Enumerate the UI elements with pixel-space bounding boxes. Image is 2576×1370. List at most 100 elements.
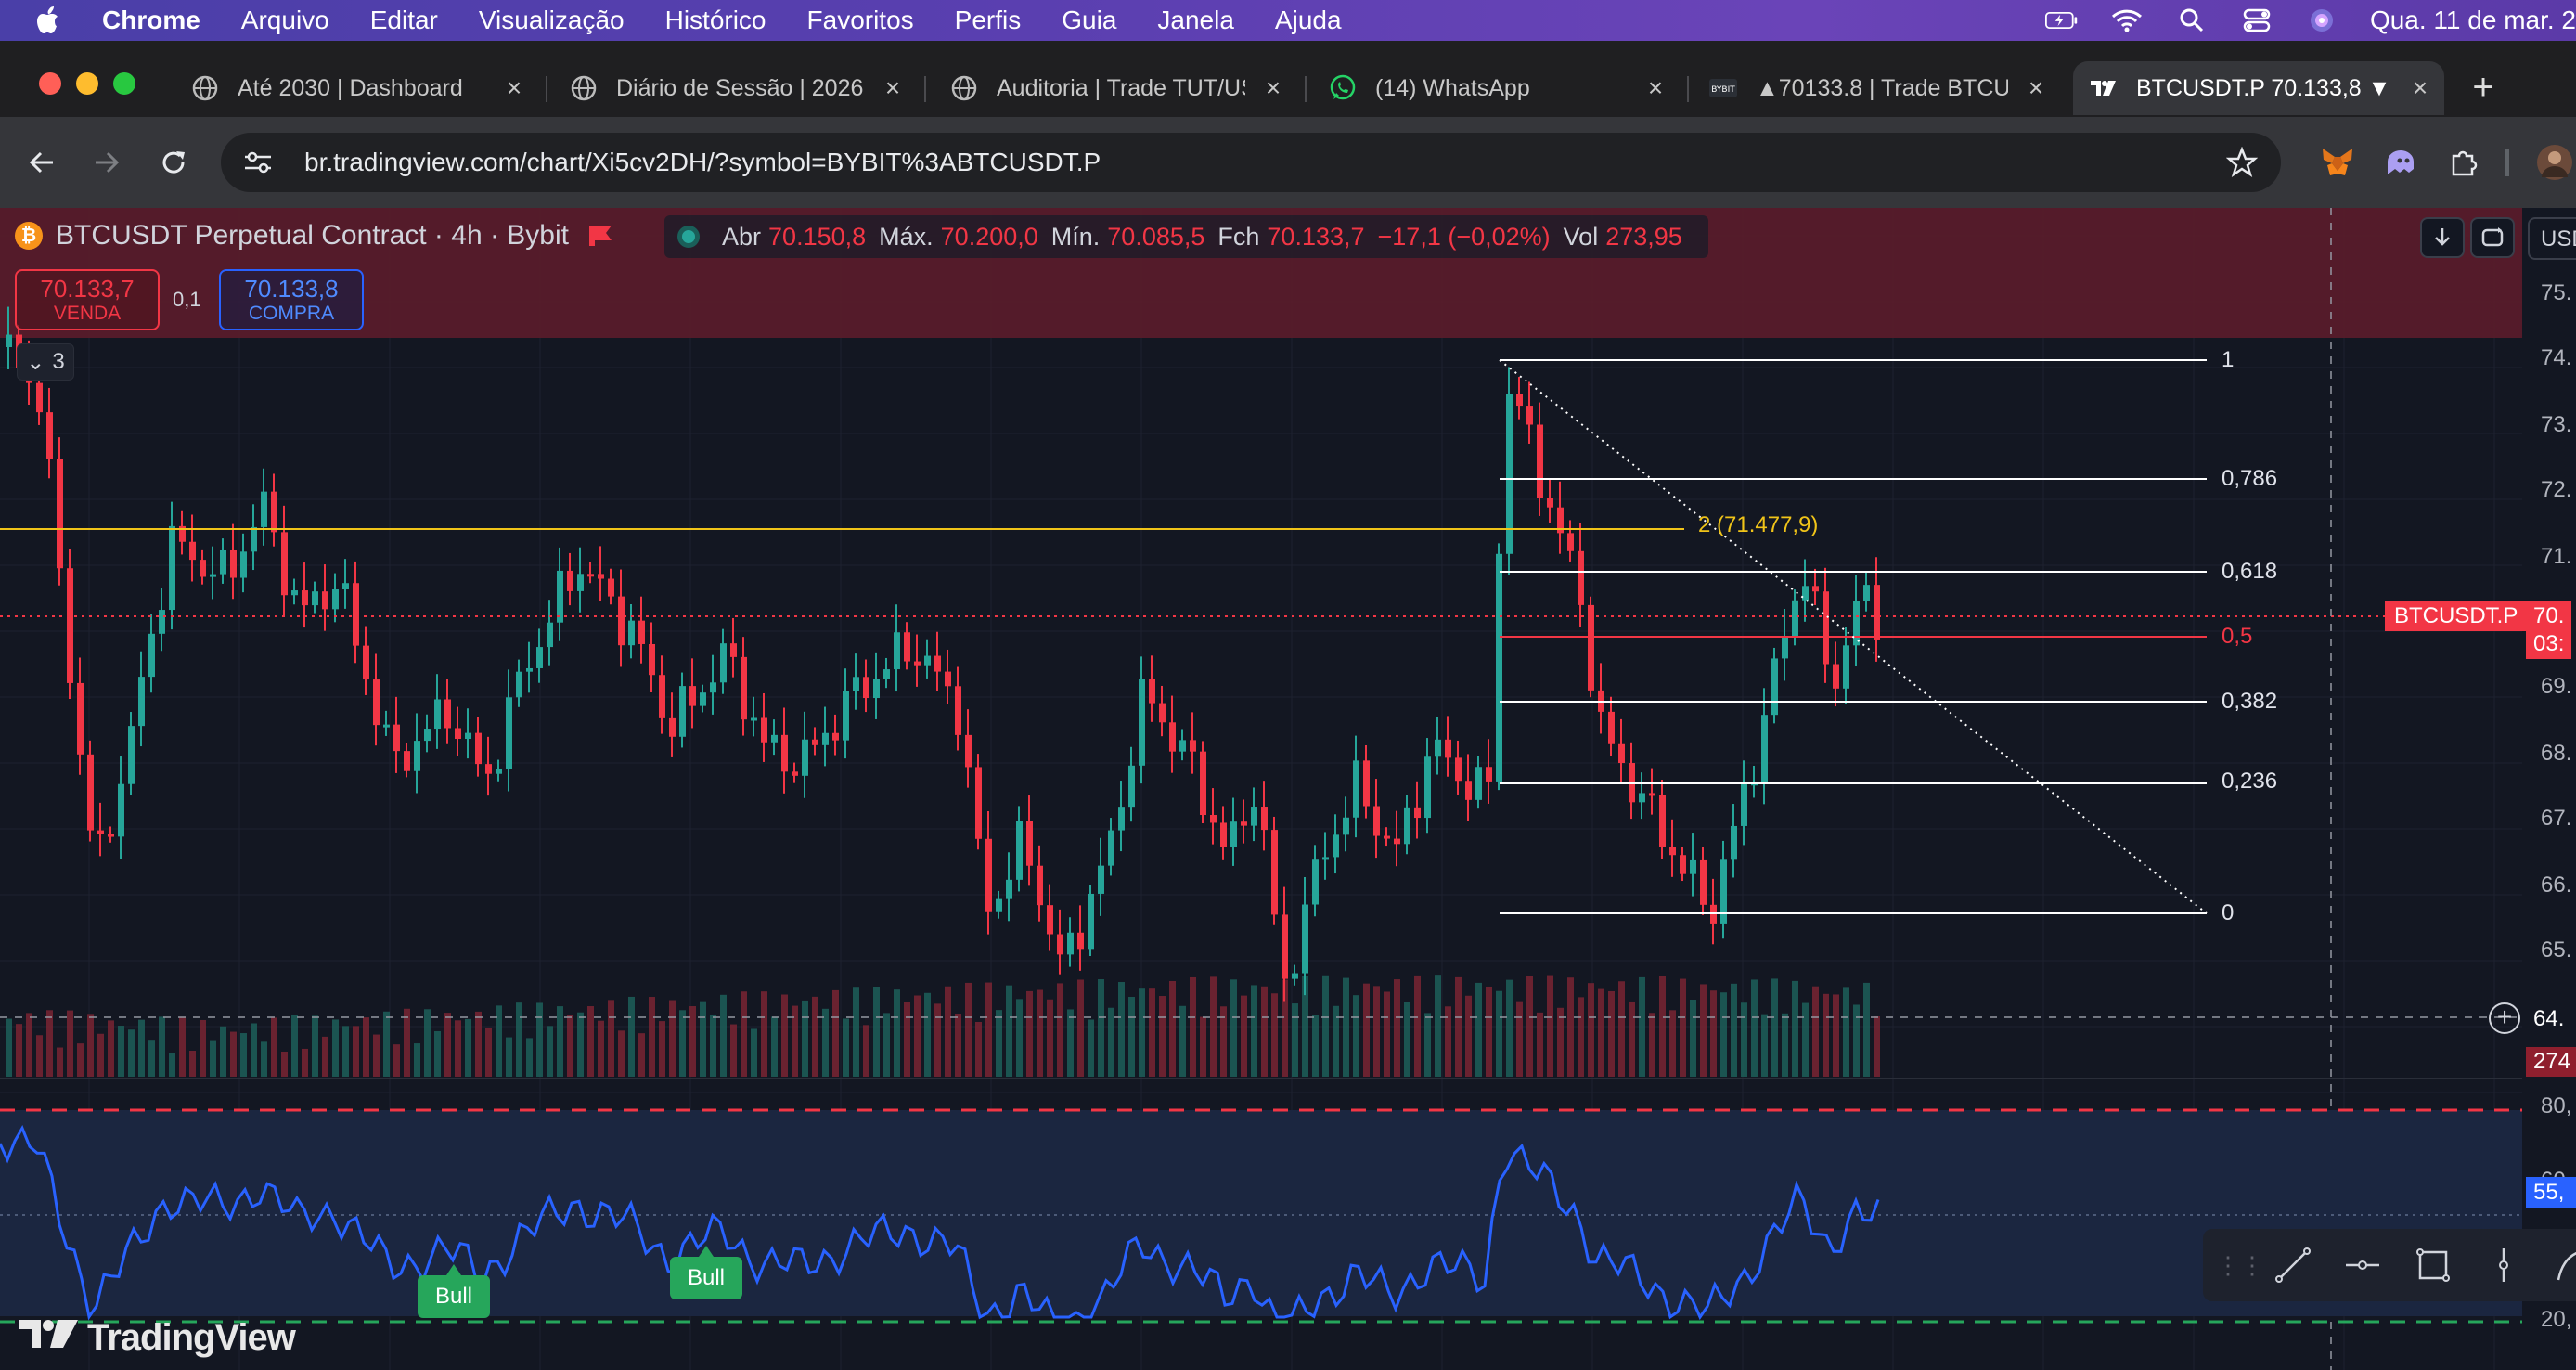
site-settings-icon[interactable] <box>239 144 277 181</box>
browser-tab[interactable]: Auditoria | Trade TUT/US × <box>950 61 1286 115</box>
curve-tool-icon[interactable] <box>2554 1245 2576 1286</box>
wifi-icon[interactable] <box>2110 7 2144 33</box>
indicators-collapse-button[interactable]: ⌄ 3 <box>17 343 74 381</box>
trend-line-tool-icon[interactable] <box>2273 1245 2312 1286</box>
volume-bar <box>1720 992 1727 1077</box>
volume-bar <box>914 995 921 1077</box>
profile-avatar[interactable] <box>2531 139 2576 186</box>
symbol-title[interactable]: BTCUSDT Perpetual Contract · 4h · Bybit <box>56 220 569 251</box>
sync-button[interactable] <box>2470 217 2515 258</box>
forward-button[interactable] <box>84 139 130 186</box>
volume-bar <box>353 1026 359 1077</box>
tab-close-icon[interactable]: × <box>884 73 901 102</box>
download-button[interactable] <box>2420 217 2465 258</box>
tradingview-logo[interactable]: TradingView <box>17 1314 296 1361</box>
horizontal-ray-tool-icon[interactable] <box>2344 1245 2383 1286</box>
candle-body <box>312 591 318 606</box>
volume-bar <box>138 1019 145 1077</box>
reload-button[interactable] <box>150 139 197 186</box>
candle-body <box>1639 793 1645 803</box>
tab-close-icon[interactable]: × <box>506 73 522 102</box>
candle-body <box>822 732 829 745</box>
ghost-extension-icon[interactable] <box>2377 139 2424 186</box>
browser-tab[interactable]: Até 2030 | Dashboard × <box>191 61 527 115</box>
candle-body <box>1486 767 1492 782</box>
drag-handle-icon[interactable]: ⋮⋮ <box>2216 1251 2264 1279</box>
control-center-icon[interactable] <box>2240 7 2273 33</box>
market-status-icon[interactable] <box>677 226 700 248</box>
menu-arquivo[interactable]: Arquivo <box>240 6 329 34</box>
candle-body <box>1506 394 1513 554</box>
tab-close-icon[interactable]: × <box>2412 73 2428 102</box>
vertical-line-tool-icon[interactable] <box>2484 1245 2523 1286</box>
volume-bar <box>1608 990 1615 1077</box>
y-tick: 65. <box>2541 937 2572 963</box>
menu-editar[interactable]: Editar <box>369 6 438 34</box>
volume-bar <box>36 1035 43 1077</box>
volume-bar <box>414 1043 420 1077</box>
browser-tab[interactable]: BYBIT ▲70133.8 | Trade BTCUS × <box>1709 61 2049 115</box>
menu-visualizacao[interactable]: Visualização <box>478 6 625 34</box>
address-url[interactable]: br.tradingview.com/chart/Xi5cv2DH/?symbo… <box>304 148 1101 176</box>
address-bar[interactable]: br.tradingview.com/chart/Xi5cv2DH/?symbo… <box>221 133 2281 192</box>
tradingview-chart-area[interactable]: ₿ BTCUSDT Perpetual Contract · 4h · Bybi… <box>0 208 2576 1370</box>
candle-body <box>1190 740 1196 752</box>
browser-tab[interactable]: (14) WhatsApp × <box>1329 61 1668 115</box>
volume-bar <box>1026 990 1033 1077</box>
candlesticks <box>6 306 1880 1002</box>
menu-historico[interactable]: Histórico <box>664 6 766 34</box>
add-plus-icon[interactable]: + <box>2489 1002 2520 1034</box>
volume-bar <box>1598 988 1604 1077</box>
y-tick: 73. <box>2541 412 2572 437</box>
menu-janela[interactable]: Janela <box>1157 6 1234 34</box>
volume-bar <box>1179 1005 1186 1077</box>
spotlight-search-icon[interactable] <box>2175 7 2209 33</box>
volume-bar <box>1210 976 1217 1077</box>
tab-close-icon[interactable]: × <box>1647 73 1664 102</box>
extensions-puzzle-icon[interactable] <box>2441 139 2487 186</box>
new-tab-button[interactable]: + <box>2472 67 2494 108</box>
menu-guia[interactable]: Guia <box>1062 6 1117 34</box>
sell-button[interactable]: 70.133,7 VENDA <box>15 269 160 330</box>
rectangle-tool-icon[interactable] <box>2414 1245 2453 1286</box>
bull-signal-label[interactable]: Bull <box>670 1246 742 1299</box>
browser-tab-active[interactable]: BTCUSDT.P 70.133,8 ▼ × <box>2073 61 2444 115</box>
menu-ajuda[interactable]: Ajuda <box>1274 6 1342 34</box>
flag-icon[interactable] <box>587 224 613 248</box>
bookmark-star-icon[interactable] <box>2223 144 2260 181</box>
y-tick: 67. <box>2541 806 2572 831</box>
y-tick: 75. <box>2541 280 2572 305</box>
volume-bar <box>312 1015 318 1077</box>
bull-signal-label[interactable]: Bull <box>418 1264 490 1318</box>
window-minimize-button[interactable] <box>76 72 98 95</box>
symbol-price-tag[interactable]: BTCUSDT.P <box>2385 601 2528 631</box>
currency-selector[interactable]: USD <box>2528 217 2576 260</box>
candle-body <box>1016 821 1023 880</box>
menu-favoritos[interactable]: Favoritos <box>806 6 914 34</box>
candle-body <box>812 739 818 745</box>
price-chart-canvas[interactable] <box>0 208 2576 1370</box>
battery-icon[interactable] <box>2044 7 2079 33</box>
back-button[interactable] <box>19 139 65 186</box>
volume-bar <box>1506 979 1513 1077</box>
window-close-button[interactable] <box>39 72 61 95</box>
menu-app-chrome[interactable]: Chrome <box>102 6 200 34</box>
menu-perfis[interactable]: Perfis <box>954 6 1022 34</box>
browser-tab[interactable]: Diário de Sessão | 2026 × <box>570 61 906 115</box>
apple-icon[interactable] <box>33 5 65 36</box>
tab-close-icon[interactable]: × <box>2028 73 2044 102</box>
menubar-clock[interactable]: Qua. 11 de mar. 2 <box>2369 6 2576 34</box>
tradingview-logo-icon <box>17 1315 80 1360</box>
siri-icon[interactable] <box>2305 7 2338 33</box>
metamask-extension-icon[interactable] <box>2314 139 2361 186</box>
tab-close-icon[interactable]: × <box>1265 73 1282 102</box>
window-zoom-button[interactable] <box>113 72 135 95</box>
volume-bar <box>1016 999 1023 1077</box>
candle-body <box>577 574 584 591</box>
volume-bar <box>1261 986 1268 1077</box>
volume-bar <box>1700 984 1707 1077</box>
volume-bar <box>271 1017 277 1077</box>
symbol-legend[interactable]: ₿ BTCUSDT Perpetual Contract · 4h · Bybi… <box>15 217 613 254</box>
volume-bar <box>1414 975 1421 1077</box>
buy-button[interactable]: 70.133,8 COMPRA <box>219 269 364 330</box>
